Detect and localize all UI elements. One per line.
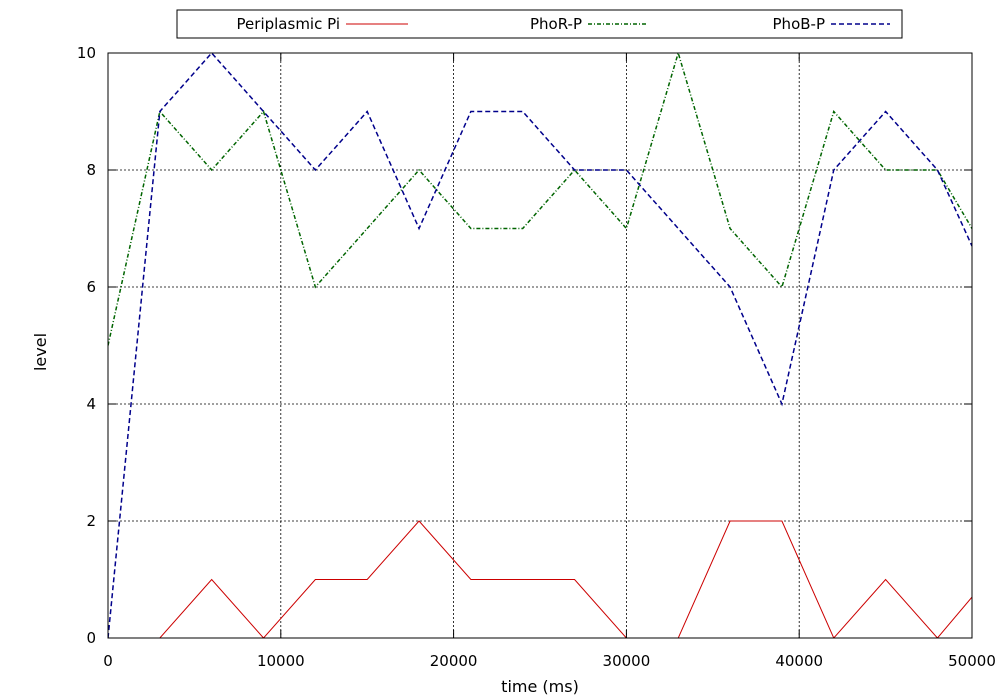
legend: Periplasmic Pi PhoR-P PhoB-P	[176, 9, 903, 39]
x-tick-label: 40000	[775, 652, 823, 670]
grid-lines	[108, 53, 972, 638]
series-line-phob-p	[108, 53, 972, 638]
series-line-phor-p	[108, 53, 972, 346]
x-tick-label: 30000	[603, 652, 651, 670]
x-axis-title: time (ms)	[501, 677, 579, 696]
x-tick-label: 0	[103, 652, 113, 670]
y-tick-label: 2	[86, 512, 96, 530]
x-tick-label: 50000	[948, 652, 996, 670]
plot-frame	[107, 52, 973, 639]
y-axis-title: level	[31, 333, 50, 371]
y-tick-label: 0	[86, 629, 96, 647]
y-tick-label: 6	[86, 278, 96, 296]
legend-box	[176, 9, 903, 39]
series-lines	[108, 53, 972, 638]
axis-ticks: 0 10000 20000 30000 40000 50000 0 2 4 6 8 10	[77, 44, 996, 670]
series-line-periplasmic-pi	[159, 520, 972, 638]
x-tick-label: 10000	[257, 652, 305, 670]
legend-label: PhoR-P	[530, 15, 582, 33]
legend-label: Periplasmic Pi	[237, 15, 340, 33]
y-tick-label: 8	[86, 161, 96, 179]
x-tick-label: 20000	[430, 652, 478, 670]
legend-label: PhoB-P	[773, 15, 825, 33]
y-tick-label: 10	[77, 44, 96, 62]
y-tick-label: 4	[86, 395, 96, 413]
